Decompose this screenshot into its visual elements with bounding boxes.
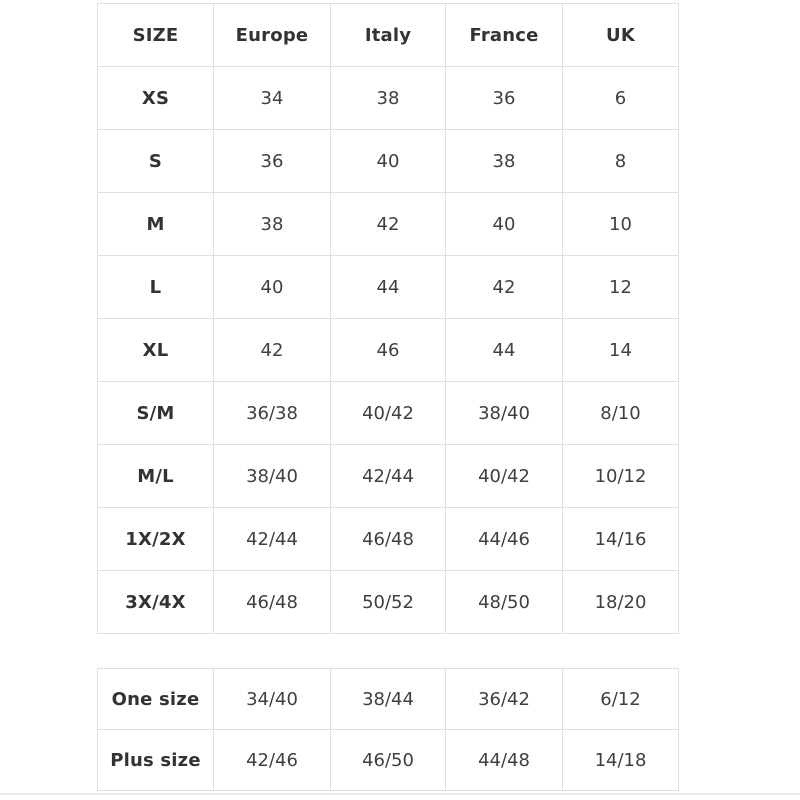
value-cell-uk: 10 bbox=[562, 192, 679, 256]
size-label-cell: XS bbox=[97, 66, 214, 130]
value-cell-europe: 46/48 bbox=[213, 570, 331, 634]
table-row-ml: M/L 38/40 42/44 40/42 10/12 bbox=[97, 444, 679, 508]
value-cell-italy: 40/42 bbox=[330, 381, 446, 445]
size-label-cell: M bbox=[97, 192, 214, 256]
size-label-cell: M/L bbox=[97, 444, 214, 508]
value-cell-italy: 38 bbox=[330, 66, 446, 130]
value-cell-france: 40/42 bbox=[445, 444, 563, 508]
table-row-one-size: One size 34/40 38/44 36/42 6/12 bbox=[97, 668, 679, 730]
table-row-plus-size: Plus size 42/46 46/50 44/48 14/18 bbox=[97, 729, 679, 791]
divider-line bbox=[0, 793, 800, 795]
value-cell-europe: 38/40 bbox=[213, 444, 331, 508]
size-label-cell: S bbox=[97, 129, 214, 193]
size-label-cell: Plus size bbox=[97, 729, 214, 791]
value-cell-uk: 8 bbox=[562, 129, 679, 193]
value-cell-france: 38/40 bbox=[445, 381, 563, 445]
table-row-1x2x: 1X/2X 42/44 46/48 44/46 14/16 bbox=[97, 507, 679, 571]
value-cell-france: 40 bbox=[445, 192, 563, 256]
value-cell-france: 44/48 bbox=[445, 729, 563, 791]
column-header-italy: Italy bbox=[330, 3, 446, 67]
value-cell-europe: 34/40 bbox=[213, 668, 331, 730]
column-header-france: France bbox=[445, 3, 563, 67]
value-cell-italy: 46 bbox=[330, 318, 446, 382]
value-cell-uk: 10/12 bbox=[562, 444, 679, 508]
size-label-cell: XL bbox=[97, 318, 214, 382]
value-cell-uk: 18/20 bbox=[562, 570, 679, 634]
value-cell-italy: 46/48 bbox=[330, 507, 446, 571]
value-cell-italy: 44 bbox=[330, 255, 446, 319]
column-header-size: SIZE bbox=[97, 3, 214, 67]
table-row-l: L 40 44 42 12 bbox=[97, 255, 679, 319]
value-cell-europe: 36 bbox=[213, 129, 331, 193]
size-label-cell: 3X/4X bbox=[97, 570, 214, 634]
table-row-s: S 36 40 38 8 bbox=[97, 129, 679, 193]
size-label-cell: One size bbox=[97, 668, 214, 730]
value-cell-italy: 46/50 bbox=[330, 729, 446, 791]
value-cell-italy: 50/52 bbox=[330, 570, 446, 634]
value-cell-uk: 6/12 bbox=[562, 668, 679, 730]
value-cell-france: 44 bbox=[445, 318, 563, 382]
value-cell-italy: 42/44 bbox=[330, 444, 446, 508]
table-row-3x4x: 3X/4X 46/48 50/52 48/50 18/20 bbox=[97, 570, 679, 634]
value-cell-uk: 14 bbox=[562, 318, 679, 382]
value-cell-europe: 42 bbox=[213, 318, 331, 382]
value-cell-europe: 34 bbox=[213, 66, 331, 130]
value-cell-italy: 40 bbox=[330, 129, 446, 193]
value-cell-france: 36/42 bbox=[445, 668, 563, 730]
table-row-m: M 38 42 40 10 bbox=[97, 192, 679, 256]
value-cell-europe: 42/46 bbox=[213, 729, 331, 791]
value-cell-italy: 38/44 bbox=[330, 668, 446, 730]
size-conversion-table: SIZE Europe Italy France UK XS 34 38 36 … bbox=[97, 3, 679, 634]
value-cell-uk: 8/10 bbox=[562, 381, 679, 445]
value-cell-uk: 14/16 bbox=[562, 507, 679, 571]
column-header-uk: UK bbox=[562, 3, 679, 67]
value-cell-italy: 42 bbox=[330, 192, 446, 256]
value-cell-france: 38 bbox=[445, 129, 563, 193]
header-row: SIZE Europe Italy France UK bbox=[97, 3, 679, 67]
value-cell-uk: 6 bbox=[562, 66, 679, 130]
value-cell-uk: 14/18 bbox=[562, 729, 679, 791]
table-row-xl: XL 42 46 44 14 bbox=[97, 318, 679, 382]
table-row-sm: S/M 36/38 40/42 38/40 8/10 bbox=[97, 381, 679, 445]
value-cell-europe: 40 bbox=[213, 255, 331, 319]
table-row-xs: XS 34 38 36 6 bbox=[97, 66, 679, 130]
value-cell-europe: 36/38 bbox=[213, 381, 331, 445]
value-cell-france: 36 bbox=[445, 66, 563, 130]
value-cell-france: 48/50 bbox=[445, 570, 563, 634]
value-cell-france: 44/46 bbox=[445, 507, 563, 571]
special-sizes-table: One size 34/40 38/44 36/42 6/12 Plus siz… bbox=[97, 668, 679, 791]
value-cell-uk: 12 bbox=[562, 255, 679, 319]
size-label-cell: L bbox=[97, 255, 214, 319]
value-cell-france: 42 bbox=[445, 255, 563, 319]
value-cell-europe: 38 bbox=[213, 192, 331, 256]
size-label-cell: 1X/2X bbox=[97, 507, 214, 571]
column-header-europe: Europe bbox=[213, 3, 331, 67]
size-label-cell: S/M bbox=[97, 381, 214, 445]
value-cell-europe: 42/44 bbox=[213, 507, 331, 571]
